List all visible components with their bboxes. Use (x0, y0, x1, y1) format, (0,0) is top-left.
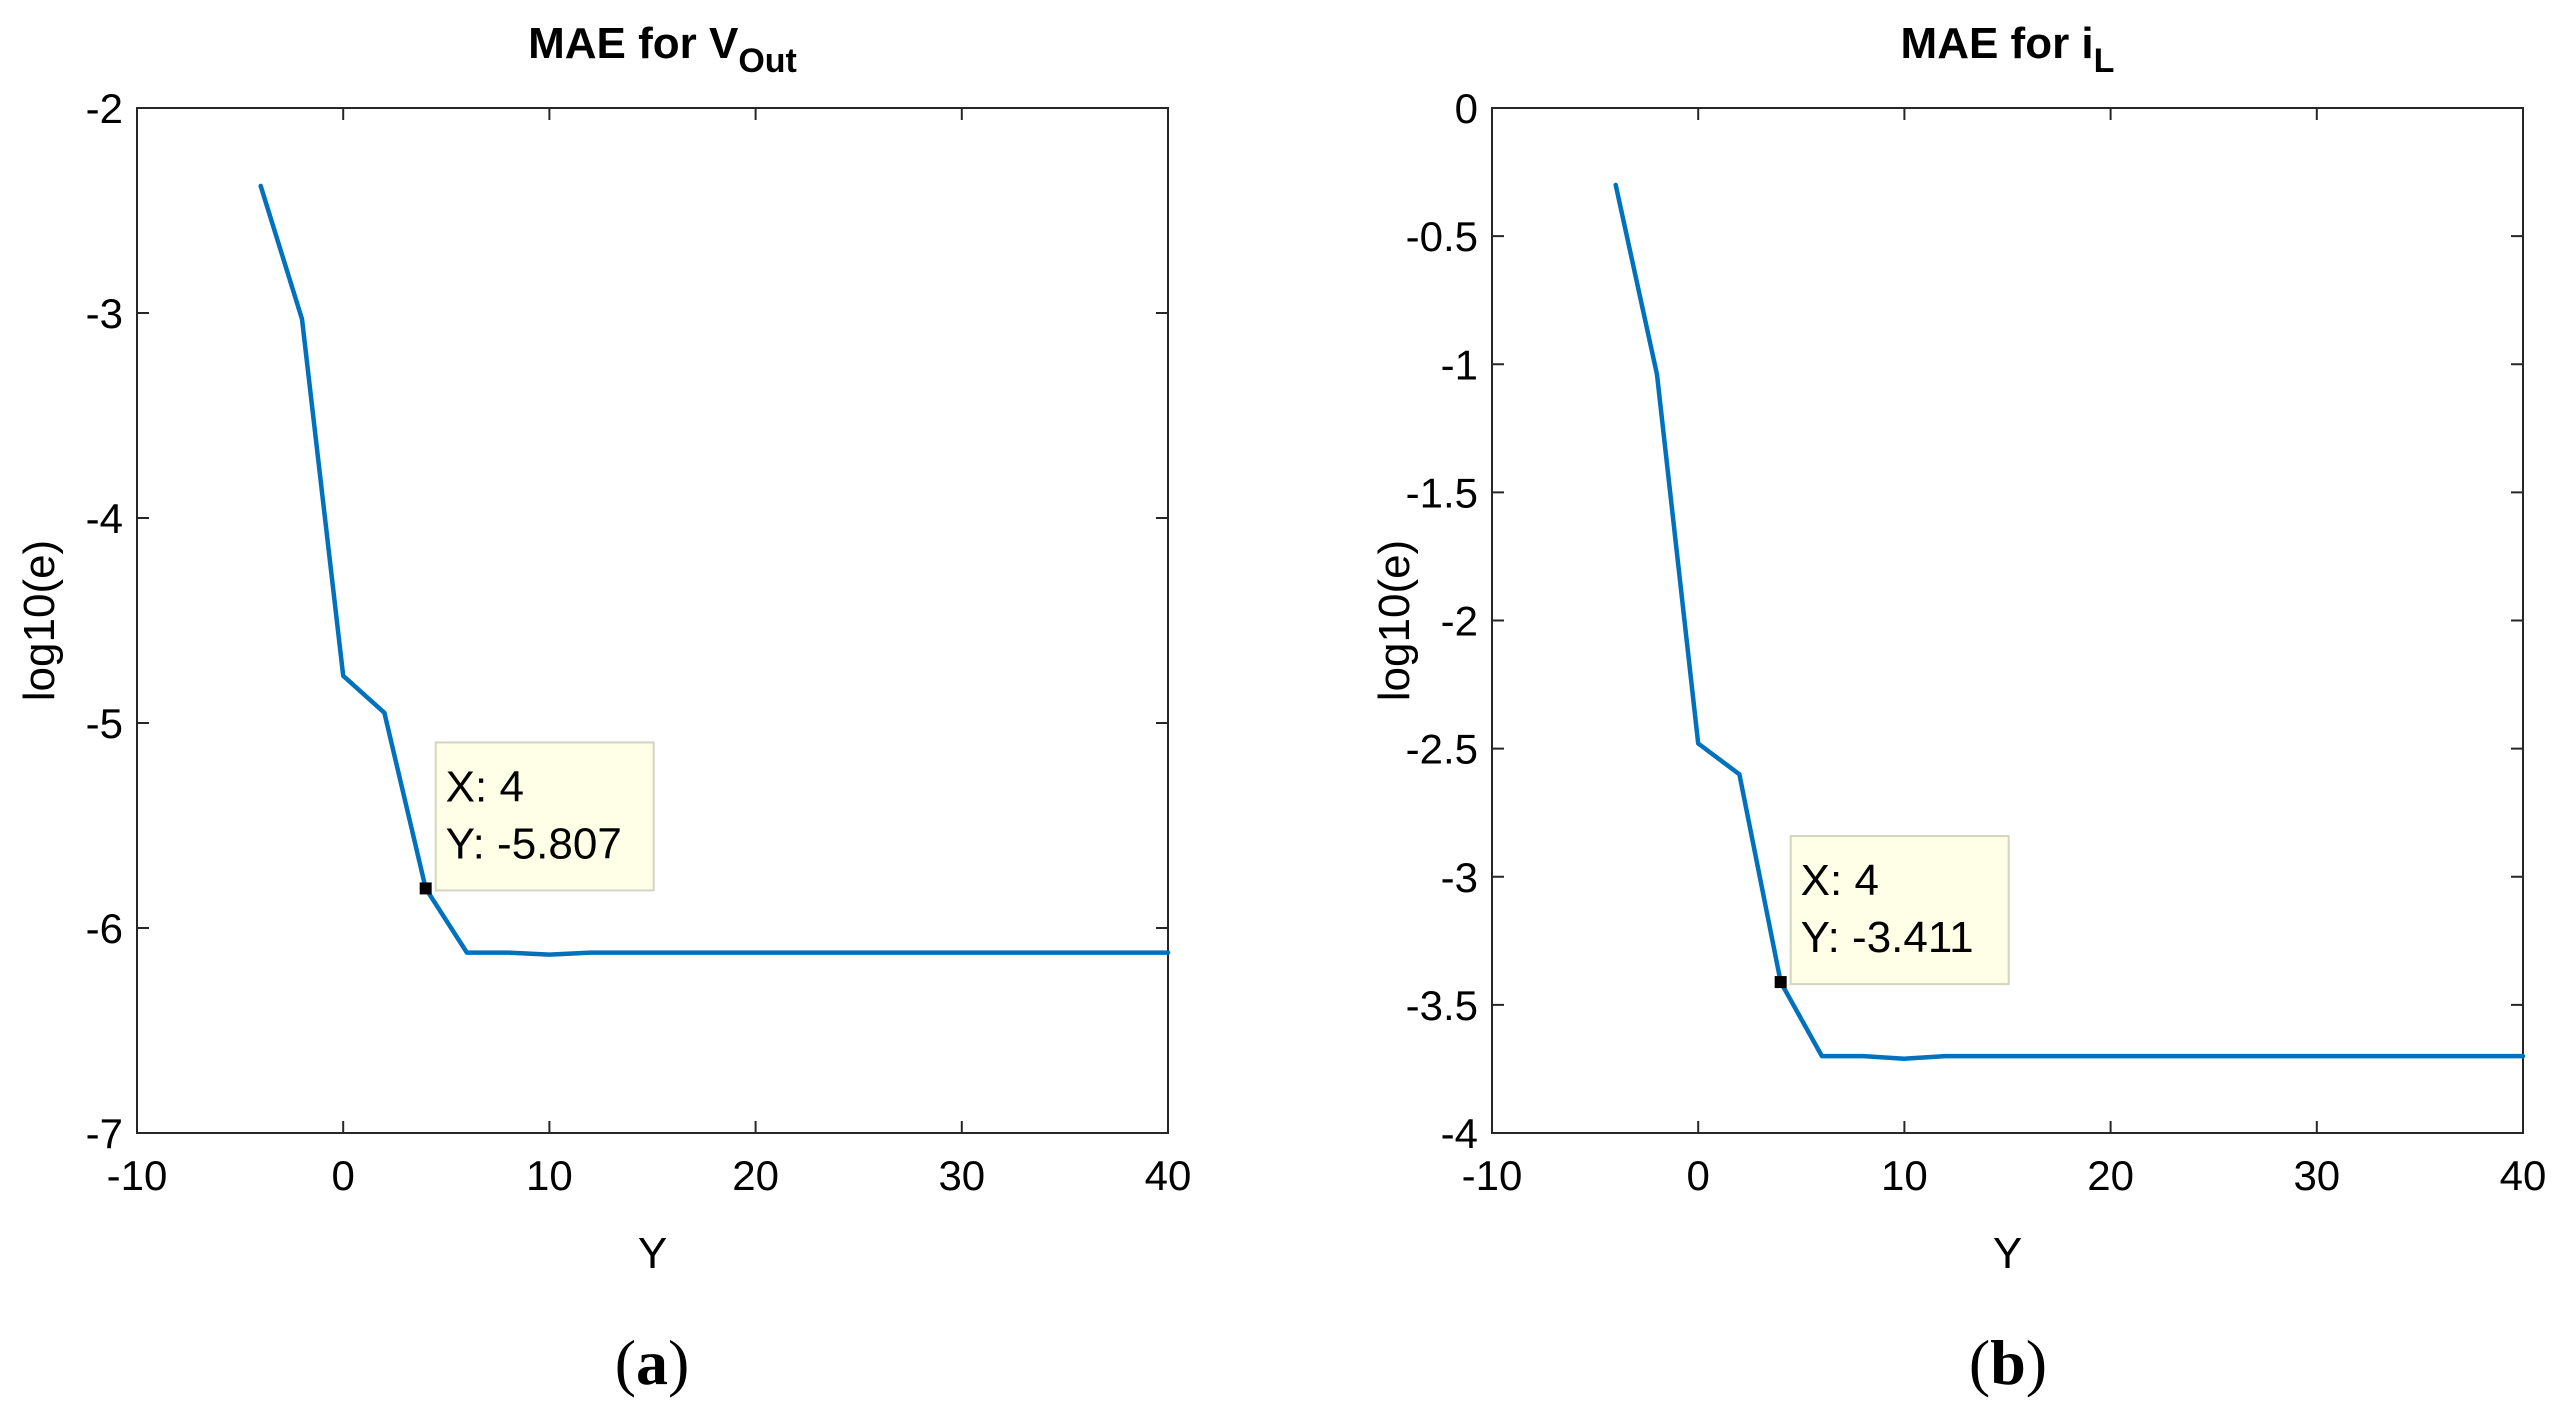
chart-a-x-axis-label: Y (638, 1229, 667, 1278)
chart-b-datatip-x: X: 4 (1801, 856, 1879, 905)
chart-a-title: MAE for VOut (528, 19, 797, 80)
chart-a-y-tick-label: -6 (86, 905, 123, 952)
chart-b-x-axis-label: Y (1993, 1229, 2022, 1278)
chart-b-y-tick-label: -1.5 (1406, 469, 1478, 516)
chart-a-panel-label-open: ( (615, 1327, 636, 1398)
chart-a-title-subscript: Out (738, 42, 797, 80)
chart-b-title-main: MAE for i (1901, 19, 2094, 68)
chart-b-y-tick-label: -0.5 (1406, 213, 1478, 260)
chart-b-x-tick-label: 10 (1881, 1152, 1928, 1199)
chart-b-y-tick-label: -4 (1441, 1110, 1478, 1157)
chart-b-y-tick-label: -2 (1441, 598, 1478, 645)
chart-a: -10 0 10 20 30 40 -7 -6 -5 -4 -3 -2 X: 4 Y: -5.807 MAE… (15, 19, 1191, 1398)
chart-a-y-tick-label: -2 (86, 85, 123, 132)
chart-b-title: MAE for iL (1901, 19, 2115, 80)
chart-b-datatip-marker (1774, 976, 1787, 989)
chart-b-x-tick-label: 40 (2500, 1152, 2547, 1199)
chart-b-panel-label-open: ( (1969, 1327, 1990, 1398)
chart-b-x-tick-label: -10 (1462, 1152, 1523, 1199)
chart-a-x-tick-label: 40 (1145, 1152, 1192, 1199)
chart-b-title-subscript: L (2094, 42, 2115, 80)
chart-a-y-tick-label: -3 (86, 290, 123, 337)
chart-a-x-tick-label: -10 (107, 1152, 168, 1199)
chart-a-series-line (258, 183, 1171, 957)
chart-a-datatip-x: X: 4 (446, 762, 524, 811)
chart-a-x-tick-label: 0 (332, 1152, 355, 1199)
chart-a-panel-label: (a) (615, 1327, 690, 1398)
chart-a-panel-label-close: ) (668, 1327, 689, 1398)
chart-b-panel-label-close: ) (2026, 1327, 2047, 1398)
chart-a-datatip-y: Y: -5.807 (446, 819, 622, 868)
chart-b-y-tick-label: -3.5 (1406, 982, 1478, 1029)
chart-b-x-tick-label: 0 (1687, 1152, 1710, 1199)
chart-b: -10 0 10 20 30 40 -4 -3.5 -3 -2.5 -2 -1.5 -1 -0.5 0 X: … (1370, 19, 2546, 1398)
chart-a-x-tick-label: 10 (526, 1152, 573, 1199)
chart-b-x-tick-label: 30 (2293, 1152, 2340, 1199)
chart-b-y-tick-label: -1 (1441, 341, 1478, 388)
chart-a-x-tick-label: 20 (732, 1152, 779, 1199)
chart-b-series-line (1613, 182, 2526, 1061)
chart-b-y-tick-label: -2.5 (1406, 726, 1478, 773)
chart-a-title-main: MAE for V (528, 19, 739, 68)
chart-b-x-tick-label: 20 (2087, 1152, 2134, 1199)
chart-a-x-tick-label: 30 (938, 1152, 985, 1199)
chart-a-y-tick-label: -4 (86, 495, 123, 542)
chart-b-y-tick-label: 0 (1455, 85, 1478, 132)
chart-a-y-tick-label: -7 (86, 1110, 123, 1157)
chart-b-datatip-y: Y: -3.411 (1801, 913, 1974, 962)
chart-a-datatip-box (434, 741, 655, 892)
chart-b-y-tick-label: -3 (1441, 854, 1478, 901)
chart-b-y-axis-label: log10(e) (1370, 540, 1419, 701)
chart-b-panel-label-letter: b (1990, 1327, 2026, 1398)
chart-b-panel-label: (b) (1969, 1327, 2047, 1398)
chart-a-panel-label-letter: a (636, 1327, 668, 1398)
chart-b-datatip-box (1789, 835, 2010, 986)
chart-a-y-axis-label: log10(e) (15, 540, 64, 701)
chart-a-datatip-marker (419, 882, 432, 895)
chart-a-y-tick-label: -5 (86, 700, 123, 747)
chart-a-axes-box (136, 107, 1169, 1134)
